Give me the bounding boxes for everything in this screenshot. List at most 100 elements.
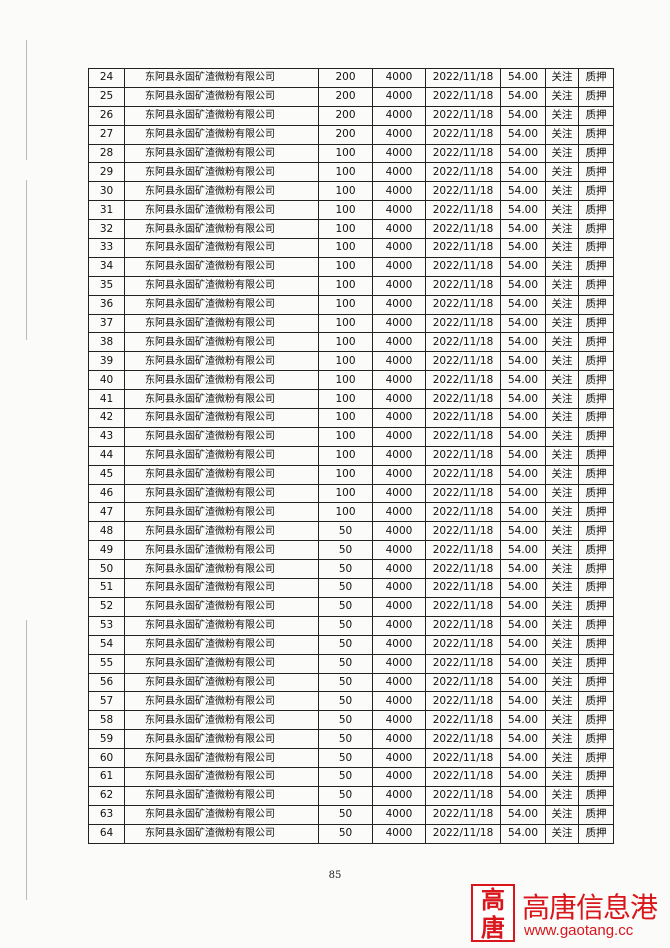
- table-cell: 50: [318, 710, 373, 731]
- table-cell: 2022/11/18: [425, 748, 501, 768]
- table-cell: 44: [88, 445, 125, 466]
- table-cell: 46: [88, 483, 125, 504]
- table-cell: 4000: [372, 540, 426, 561]
- table-cell: 42: [88, 408, 125, 428]
- table-cell: 关注: [545, 691, 579, 712]
- table-cell: 2022/11/18: [425, 294, 501, 315]
- table-cell: 54.00: [500, 804, 546, 825]
- table-row: 43 东阿县永固矿渣微粉有限公司 100 4000 2022/11/18 54.00 关注质…: [88, 426, 614, 447]
- table-cell: 4000: [372, 691, 426, 712]
- table-cell: 4000: [372, 823, 426, 844]
- table-cell: 4000: [372, 332, 426, 353]
- table-cell: 2022/11/18: [425, 785, 501, 806]
- table-cell: 关注: [545, 332, 579, 353]
- table-cell: 4000: [372, 181, 426, 202]
- table-row: 29 东阿县永固矿渣微粉有限公司 100 4000 2022/11/18 54.00 关注质…: [88, 162, 614, 183]
- table-cell: 质押: [578, 389, 614, 410]
- table-cell: 关注: [545, 578, 579, 598]
- table-cell: 2022/11/18: [425, 143, 501, 164]
- table-cell: 4000: [372, 804, 426, 825]
- table-cell: 36: [88, 294, 125, 315]
- table-cell: 50: [318, 521, 373, 542]
- table-cell: 质押: [578, 256, 614, 277]
- table-cell: 50: [318, 540, 373, 561]
- table-cell: 100: [318, 445, 373, 466]
- table-cell: 54.00: [500, 464, 546, 485]
- table-cell: 东阿县永固矿渣微粉有限公司: [124, 521, 319, 542]
- table-cell: 28: [88, 143, 125, 164]
- table-cell: 质押: [578, 351, 614, 372]
- table-cell: 关注: [545, 68, 579, 88]
- table-row: 32 东阿县永固矿渣微粉有限公司 100 4000 2022/11/18 54.00 关注质…: [88, 219, 614, 240]
- table-cell: 4000: [372, 256, 426, 277]
- table-cell: 关注: [545, 124, 579, 145]
- table-cell: 38: [88, 332, 125, 353]
- table-cell: 2022/11/18: [425, 559, 501, 580]
- table-cell: 2022/11/18: [425, 578, 501, 598]
- table-cell: 质押: [578, 559, 614, 580]
- table-cell: 54.00: [500, 426, 546, 447]
- table-cell: 东阿县永固矿渣微粉有限公司: [124, 483, 319, 504]
- table-cell: 52: [88, 596, 125, 617]
- table-cell: 54.00: [500, 143, 546, 164]
- table-cell: 关注: [545, 275, 579, 296]
- table-cell: 54.00: [500, 578, 546, 598]
- table-cell: 4000: [372, 729, 426, 750]
- table-cell: 200: [318, 86, 373, 107]
- table-cell: 200: [318, 105, 373, 126]
- table-cell: 50: [318, 596, 373, 617]
- table-row: 34 东阿县永固矿渣微粉有限公司 100 4000 2022/11/18 54.00 关注质…: [88, 256, 614, 277]
- table-cell: 54.00: [500, 483, 546, 504]
- watermark-name: 高唐信息港: [522, 891, 658, 924]
- table-cell: 54.00: [500, 332, 546, 353]
- page-number: 85: [328, 870, 342, 881]
- table-cell: 4000: [372, 672, 426, 693]
- table-cell: 关注: [545, 351, 579, 372]
- table-cell: 4000: [372, 596, 426, 617]
- table-cell: 关注: [545, 804, 579, 825]
- table-row: 36 东阿县永固矿渣微粉有限公司 100 4000 2022/11/18 54.00 关注质…: [88, 294, 614, 315]
- table-cell: 东阿县永固矿渣微粉有限公司: [124, 785, 319, 806]
- table-row: 46 东阿县永固矿渣微粉有限公司 100 4000 2022/11/18 54.00 关注质…: [88, 483, 614, 504]
- table-cell: 4000: [372, 389, 426, 410]
- table-cell: 2022/11/18: [425, 804, 501, 825]
- table-cell: 4000: [372, 408, 426, 428]
- table-cell: 4000: [372, 559, 426, 580]
- table-row: 52 东阿县永固矿渣微粉有限公司 50 4000 2022/11/18 54.00 关注 质押: [88, 596, 614, 617]
- table-cell: 50: [318, 559, 373, 580]
- table-cell: 2022/11/18: [425, 634, 501, 655]
- table-cell: 东阿县永固矿渣微粉有限公司: [124, 766, 319, 787]
- table-cell: 东阿县永固矿渣微粉有限公司: [124, 634, 319, 655]
- table-row: 31 东阿县永固矿渣微粉有限公司 100 4000 2022/11/18 54.00 关注质…: [88, 200, 614, 221]
- table-cell: 关注: [545, 219, 579, 240]
- table-cell: 100: [318, 426, 373, 447]
- table-cell: 2022/11/18: [425, 68, 501, 88]
- table-cell: 58: [88, 710, 125, 731]
- table-cell: 东阿县永固矿渣微粉有限公司: [124, 672, 319, 693]
- table-cell: 2022/11/18: [425, 200, 501, 221]
- table-cell: 54: [88, 634, 125, 655]
- table-cell: 质押: [578, 691, 614, 712]
- table-cell: 2022/11/18: [425, 521, 501, 542]
- table-cell: 质押: [578, 729, 614, 750]
- table-row: 58 东阿县永固矿渣微粉有限公司 50 4000 2022/11/18 54.00 关注 质押: [88, 710, 614, 731]
- table-cell: 4000: [372, 445, 426, 466]
- table-cell: 质押: [578, 238, 614, 258]
- table-cell: 东阿县永固矿渣微粉有限公司: [124, 729, 319, 750]
- table-row: 60 东阿县永固矿渣微粉有限公司 50 4000 2022/11/18 54.00 关注 质押: [88, 748, 614, 768]
- table-cell: 54.00: [500, 710, 546, 731]
- table-cell: 东阿县永固矿渣微粉有限公司: [124, 596, 319, 617]
- table-cell: 4000: [372, 370, 426, 391]
- table-cell: 100: [318, 370, 373, 391]
- table-cell: 64: [88, 823, 125, 844]
- table-cell: 质押: [578, 785, 614, 806]
- table-cell: 37: [88, 313, 125, 334]
- table-cell: 质押: [578, 86, 614, 107]
- table-cell: 关注: [545, 238, 579, 258]
- table-cell: 东阿县永固矿渣微粉有限公司: [124, 389, 319, 410]
- table-row: 44 东阿县永固矿渣微粉有限公司 100 4000 2022/11/18 54.00 关注质…: [88, 445, 614, 466]
- table-cell: 4000: [372, 200, 426, 221]
- table-cell: 2022/11/18: [425, 823, 501, 844]
- table-cell: 54.00: [500, 275, 546, 296]
